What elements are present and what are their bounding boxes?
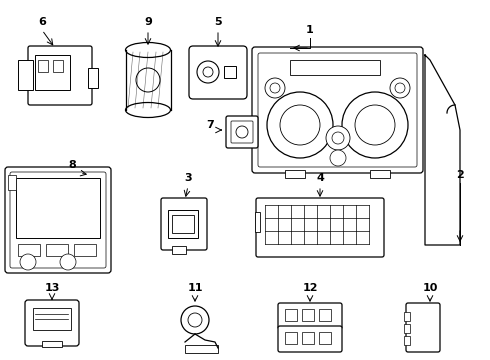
FancyBboxPatch shape [5, 167, 111, 273]
Bar [42, 341, 62, 347]
Ellipse shape [125, 42, 171, 58]
Circle shape [136, 68, 160, 92]
Circle shape [197, 61, 219, 83]
Circle shape [390, 78, 410, 98]
FancyBboxPatch shape [252, 47, 423, 173]
Circle shape [270, 83, 280, 93]
Circle shape [326, 126, 350, 150]
FancyBboxPatch shape [161, 198, 207, 250]
FancyBboxPatch shape [406, 303, 440, 352]
Bar [404, 324, 410, 333]
FancyBboxPatch shape [231, 121, 253, 143]
Bar [18, 60, 33, 90]
Circle shape [181, 306, 209, 334]
Text: 5: 5 [214, 17, 222, 27]
Bar [38, 60, 48, 72]
Bar [88, 68, 98, 88]
Bar [285, 309, 297, 321]
Bar [18, 244, 40, 256]
Text: 9: 9 [144, 17, 152, 27]
Bar [74, 244, 96, 256]
Bar [290, 60, 380, 75]
Bar [33, 308, 71, 330]
FancyBboxPatch shape [256, 198, 384, 257]
FancyBboxPatch shape [278, 303, 342, 329]
Bar [302, 309, 314, 321]
Bar [224, 66, 236, 78]
Bar [319, 332, 331, 344]
Bar [16, 178, 100, 238]
Bar [53, 60, 63, 72]
Circle shape [203, 67, 213, 77]
Circle shape [60, 254, 76, 270]
Ellipse shape [125, 103, 171, 117]
Bar [370, 170, 390, 178]
Text: 1: 1 [306, 25, 314, 35]
Text: 12: 12 [302, 283, 318, 293]
Circle shape [188, 313, 202, 327]
Circle shape [395, 83, 405, 93]
FancyBboxPatch shape [189, 46, 247, 99]
Bar [404, 312, 410, 321]
Text: 7: 7 [206, 120, 214, 130]
Bar [185, 345, 218, 353]
Bar [285, 332, 297, 344]
FancyBboxPatch shape [226, 116, 258, 148]
Bar [46, 244, 68, 256]
Text: 11: 11 [187, 283, 203, 293]
Circle shape [265, 78, 285, 98]
Text: 8: 8 [68, 160, 76, 170]
Bar [285, 170, 305, 178]
Text: 6: 6 [38, 17, 46, 27]
Circle shape [20, 254, 36, 270]
Circle shape [342, 92, 408, 158]
Circle shape [267, 92, 333, 158]
Text: 2: 2 [456, 170, 464, 180]
FancyBboxPatch shape [25, 300, 79, 346]
Bar [172, 246, 186, 254]
Circle shape [332, 132, 344, 144]
Bar [319, 309, 331, 321]
Bar [302, 332, 314, 344]
Circle shape [355, 105, 395, 145]
Bar [8, 175, 16, 190]
Bar [168, 210, 198, 238]
Bar [255, 212, 260, 232]
FancyBboxPatch shape [28, 46, 92, 105]
Text: 3: 3 [184, 173, 192, 183]
Bar [35, 55, 70, 90]
Text: 4: 4 [316, 173, 324, 183]
Bar [172, 215, 194, 233]
Circle shape [236, 126, 248, 138]
Circle shape [330, 150, 346, 166]
Text: 13: 13 [44, 283, 60, 293]
FancyBboxPatch shape [10, 172, 106, 268]
Bar [404, 336, 410, 345]
FancyBboxPatch shape [278, 326, 342, 352]
Text: 10: 10 [422, 283, 438, 293]
Circle shape [280, 105, 320, 145]
FancyBboxPatch shape [258, 53, 417, 167]
